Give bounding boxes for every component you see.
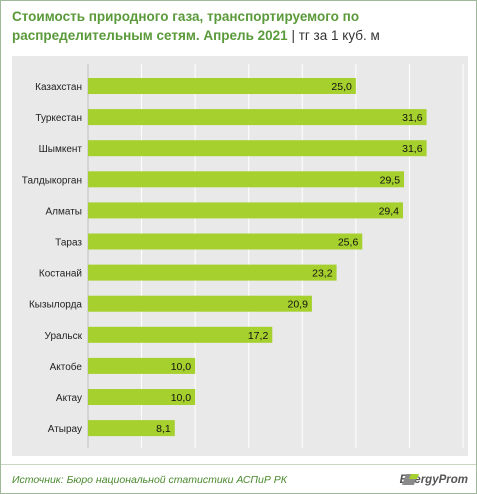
bar (88, 357, 196, 374)
value-label: 23,2 (312, 268, 333, 280)
energyprom-logo: EnergyProm (400, 471, 468, 489)
bar (88, 420, 175, 437)
bar-chart: Казахстан 25,0 Туркестан 31,6 Шымкент 31,6 Тал… (22, 64, 464, 448)
bar (88, 78, 356, 94)
logo-icon (401, 474, 419, 485)
bar (88, 389, 196, 405)
value-label: 25,0 (331, 81, 352, 93)
chart-title: Стоимость природного газа, транспортируе… (12, 7, 472, 45)
category-label: Костанай (39, 269, 82, 280)
value-label: 31,6 (402, 112, 423, 124)
value-label: 17,2 (248, 330, 269, 342)
category-label: Актобе (50, 361, 83, 373)
source-note: Источник: Бюро национальной статистики А… (12, 474, 287, 486)
bar (88, 202, 403, 219)
value-label: 8,1 (156, 423, 171, 435)
bar (88, 326, 273, 343)
category-label: Атырау (48, 424, 82, 435)
value-label: 20,9 (287, 299, 308, 311)
bar (88, 295, 312, 312)
category-label: Казахстан (35, 82, 82, 93)
value-label: 10,0 (171, 392, 192, 404)
bar (88, 109, 427, 126)
bar (88, 140, 427, 157)
category-label: Кызылорда (29, 300, 82, 311)
value-label: 31,6 (402, 143, 423, 155)
value-label: 29,5 (380, 174, 401, 186)
value-label: 29,4 (379, 205, 400, 217)
category-label: Тараз (55, 238, 82, 249)
title-unit: | тг за 1 куб. м (291, 28, 380, 43)
bar (88, 171, 405, 188)
category-label: Шымкент (39, 144, 83, 155)
category-label: Актау (56, 393, 82, 404)
value-label: 25,6 (338, 237, 359, 249)
category-label: Уральск (45, 331, 83, 342)
category-label: Туркестан (35, 113, 82, 124)
value-label: 10,0 (171, 361, 192, 373)
category-label: Талдыкорган (22, 175, 82, 186)
plot-area: Казахстан 25,0 Туркестан 31,6 Шымкент 31,6 Тал… (12, 56, 468, 456)
category-label: Алматы (46, 206, 83, 217)
title-text: Стоимость природного газа, транспортируе… (12, 9, 360, 43)
bar (88, 233, 363, 250)
footer: Источник: Бюро национальной статистики А… (1, 464, 476, 494)
bar (88, 264, 337, 281)
